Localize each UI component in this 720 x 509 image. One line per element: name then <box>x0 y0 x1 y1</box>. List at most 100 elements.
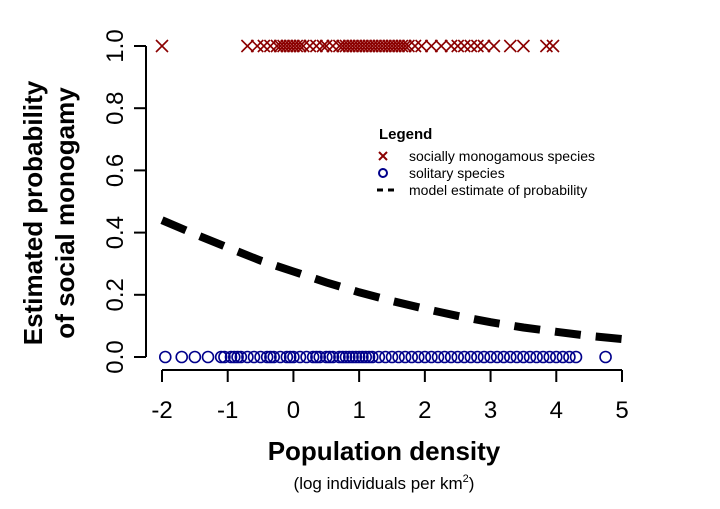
solitary-point <box>306 350 320 364</box>
monogamous-point <box>263 39 277 53</box>
solitary-point <box>530 350 543 364</box>
monogamous-point <box>385 39 399 53</box>
solitary-point <box>398 350 412 364</box>
monogamous-point <box>395 39 409 53</box>
monogamous-point <box>401 39 415 53</box>
solitary-point <box>517 350 530 364</box>
monogamous-point <box>290 39 304 53</box>
monogamous-point <box>516 39 530 53</box>
x-tick-label: 3 <box>484 397 497 424</box>
monogamous-point <box>319 39 333 53</box>
y-tick-label: 0.4 <box>102 216 129 249</box>
solitary-point <box>214 350 228 364</box>
monogamous-point <box>539 39 553 53</box>
monogamous-point <box>369 39 383 53</box>
solitary-point <box>464 350 478 364</box>
y-tick-label: 0.0 <box>102 340 129 373</box>
solitary-point <box>503 350 517 364</box>
monogamous-point <box>365 39 379 53</box>
solitary-point <box>599 350 612 364</box>
solitary-point <box>313 350 327 364</box>
y-axis-title-line1: Estimated probability <box>18 80 48 345</box>
solitary-point <box>365 350 379 364</box>
solitary-point <box>438 350 451 364</box>
solitary-point <box>359 350 373 364</box>
monogamous-point <box>382 39 396 53</box>
solitary-point <box>457 350 471 364</box>
monogamous-point <box>457 39 471 53</box>
x-axis-subtitle-text: (log individuals per km <box>294 474 463 493</box>
monogamous-point <box>270 39 284 53</box>
solitary-point <box>333 350 346 364</box>
solitary-point <box>224 350 238 364</box>
monogamous-point <box>355 39 369 53</box>
solitary-point <box>471 350 484 364</box>
solitary-point <box>563 350 576 364</box>
monogamous-point <box>503 39 517 53</box>
monogamous-point <box>408 39 422 53</box>
solitary-point <box>231 350 244 364</box>
monogamous-point <box>372 39 386 53</box>
solitary-point <box>510 350 524 364</box>
solitary-point <box>201 350 215 364</box>
x-axis-title: Population density <box>268 436 501 466</box>
x-tick-label: 2 <box>418 397 431 424</box>
solitary-point <box>283 350 297 364</box>
monogamous-point <box>349 39 363 53</box>
monogamous-point <box>296 39 310 53</box>
solitary-point <box>523 350 537 364</box>
solitary-point <box>342 350 356 364</box>
monogamous-point <box>392 39 406 53</box>
x-axis-subtitle: (log individuals per km2) <box>294 473 475 493</box>
y-tick-label: 0.2 <box>102 278 129 311</box>
monogamous-point <box>257 39 271 53</box>
monogamous-point <box>346 39 360 53</box>
monogamous-point <box>286 39 300 53</box>
monogamous-point <box>293 39 307 53</box>
monogamous-point <box>277 39 291 53</box>
x-tick-label: 5 <box>615 397 628 424</box>
solitary-point <box>451 350 465 364</box>
monogamous-point <box>332 39 346 53</box>
solitary-point <box>326 350 340 364</box>
solitary-point <box>556 350 570 364</box>
solitary-point <box>339 350 353 364</box>
legend-box <box>371 118 627 204</box>
monogamous-point <box>444 39 458 53</box>
solitary-point <box>418 350 432 364</box>
solitary-point <box>543 350 557 364</box>
solitary-point <box>405 350 419 364</box>
monogamous-point <box>362 39 376 53</box>
solitary-point <box>444 350 458 364</box>
monogamous-point <box>451 39 465 53</box>
monogamous-point <box>326 39 340 53</box>
solitary-point <box>227 350 241 364</box>
solitary-point <box>372 350 386 364</box>
x-axis-subtitle-close: ) <box>469 474 475 493</box>
solitary-point <box>497 350 511 364</box>
solitary-point <box>293 350 307 364</box>
solitary-point <box>549 350 563 364</box>
legend-title: Legend <box>379 126 432 143</box>
legend-label-model: model estimate of probability <box>409 182 587 198</box>
solitary-point <box>260 350 274 364</box>
solitary-point <box>356 350 369 364</box>
solitary-point <box>247 350 261 364</box>
solitary-point <box>323 350 336 364</box>
solitary-point <box>431 350 445 364</box>
solitary-point <box>241 350 254 364</box>
solitary-point <box>569 350 583 364</box>
monogamous-point <box>342 39 356 53</box>
legend: Legend socially monogamous species solit… <box>371 118 627 204</box>
solitary-point <box>477 350 491 364</box>
monogamous-point <box>378 39 392 53</box>
monogamous-point <box>546 39 560 53</box>
solitary-point <box>234 350 248 364</box>
solitary-point <box>175 350 189 364</box>
solitary-point <box>158 350 172 364</box>
model-estimate-line <box>160 216 623 343</box>
legend-symbol-circle <box>378 168 388 178</box>
monogamous-point <box>240 39 254 53</box>
solitary-point <box>218 350 231 364</box>
